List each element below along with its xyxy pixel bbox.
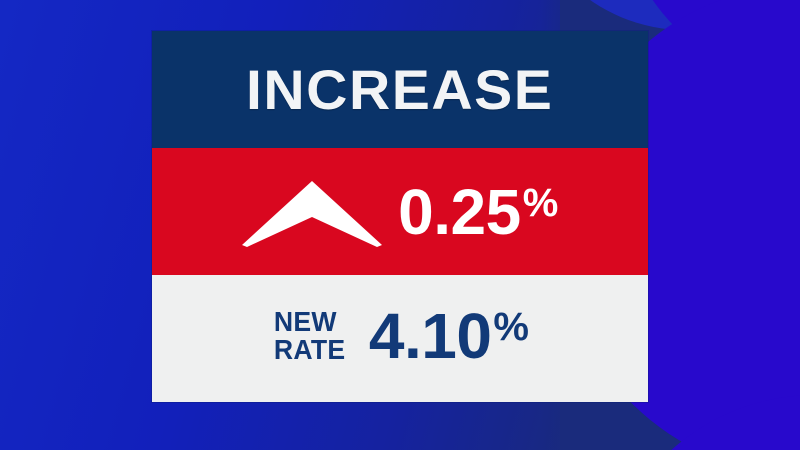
change-number: 0.25 bbox=[398, 175, 521, 248]
new-rate-band: NEW RATE 4.10 % bbox=[152, 275, 648, 402]
new-rate-number: 4.10 bbox=[368, 299, 492, 372]
change-value: 0.25 % bbox=[398, 180, 558, 244]
new-rate-label-line1: NEW bbox=[273, 306, 337, 338]
new-rate-label: NEW RATE bbox=[273, 306, 345, 365]
rate-card: INCREASE 0.25 % NEW RATE 4.10 % bbox=[152, 31, 648, 402]
new-rate-percent-symbol: % bbox=[493, 304, 529, 349]
headline-band: INCREASE bbox=[152, 31, 648, 148]
new-rate-label-line2: RATE bbox=[273, 333, 345, 365]
change-band: 0.25 % bbox=[152, 148, 648, 275]
change-percent-symbol: % bbox=[522, 180, 559, 225]
new-rate-value: 4.10 % bbox=[369, 304, 529, 368]
up-arrow-icon bbox=[242, 180, 383, 247]
page-title: INCREASE bbox=[246, 57, 554, 121]
